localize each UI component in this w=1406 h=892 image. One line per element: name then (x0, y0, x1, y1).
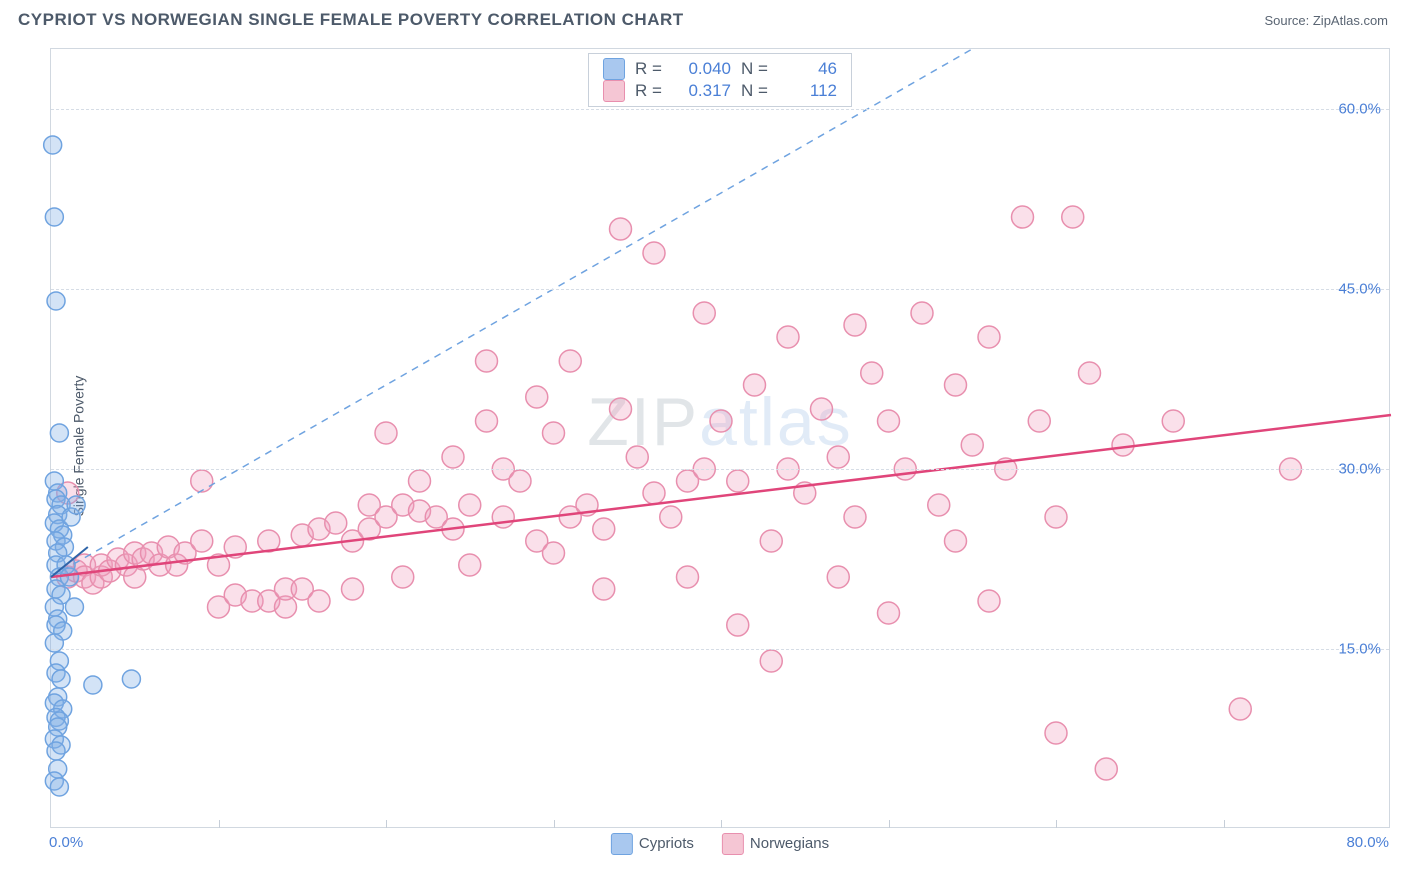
chart-source: Source: ZipAtlas.com (1264, 13, 1388, 28)
legend-r-label-2: R = (635, 81, 665, 101)
x-origin-label: 0.0% (49, 834, 83, 851)
x-max-label: 80.0% (1346, 834, 1389, 851)
legend-n-cypriots: 46 (781, 59, 837, 79)
x-tick (386, 820, 387, 828)
legend-series: Cypriots Norwegians (611, 833, 829, 855)
legend-swatch-norwegians (603, 80, 625, 102)
x-tick (889, 820, 890, 828)
y-tick-label: 30.0% (1338, 461, 1381, 478)
gridline-h (51, 649, 1389, 650)
x-tick (721, 820, 722, 828)
y-tick-label: 45.0% (1338, 281, 1381, 298)
legend-label-cypriots: Cypriots (639, 835, 694, 852)
legend-n-label-2: N = (741, 81, 771, 101)
legend-stats-row-norwegians: R = 0.317 N = 112 (603, 80, 837, 102)
x-tick (554, 820, 555, 828)
legend-r-norwegians: 0.317 (675, 81, 731, 101)
gridline-h (51, 109, 1389, 110)
chart-title: CYPRIOT VS NORWEGIAN SINGLE FEMALE POVER… (18, 10, 684, 30)
x-tick (1224, 820, 1225, 828)
legend-stats-row-cypriots: R = 0.040 N = 46 (603, 58, 837, 80)
legend-n-norwegians: 112 (781, 81, 837, 101)
gridline-h (51, 469, 1389, 470)
x-tick (1056, 820, 1057, 828)
legend-n-label: N = (741, 59, 771, 79)
scatter-svg (51, 49, 1389, 827)
legend-label-norwegians: Norwegians (750, 835, 829, 852)
legend-item-norwegians: Norwegians (722, 833, 829, 855)
legend-swatch-cypriots (603, 58, 625, 80)
plot-area: ZIPatlas R = 0.040 N = 46 R = 0.317 N = … (50, 48, 1390, 828)
legend-swatch-bottom-norwegians (722, 833, 744, 855)
y-tick-label: 15.0% (1338, 641, 1381, 658)
legend-r-cypriots: 0.040 (675, 59, 731, 79)
legend-swatch-bottom-cypriots (611, 833, 633, 855)
legend-stats: R = 0.040 N = 46 R = 0.317 N = 112 (588, 53, 852, 107)
legend-r-label: R = (635, 59, 665, 79)
gridline-h (51, 289, 1389, 290)
y-tick-label: 60.0% (1338, 101, 1381, 118)
legend-item-cypriots: Cypriots (611, 833, 694, 855)
chart-header: CYPRIOT VS NORWEGIAN SINGLE FEMALE POVER… (0, 0, 1406, 36)
x-tick (219, 820, 220, 828)
